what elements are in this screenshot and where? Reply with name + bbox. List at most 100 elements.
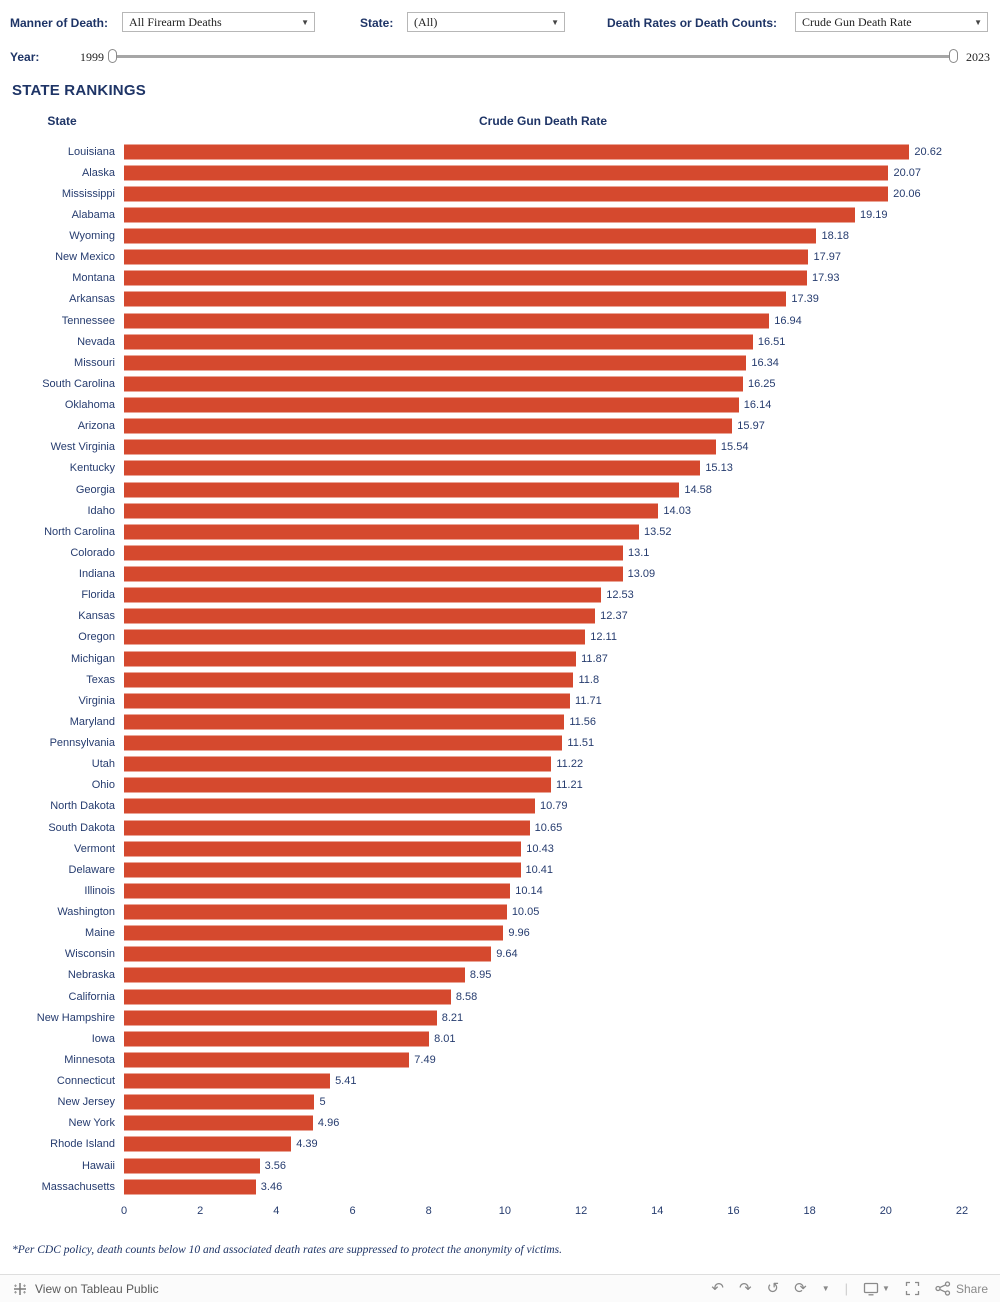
redo-icon[interactable]: ↷ [739,1280,752,1297]
bar-track: 16.14 [124,395,962,416]
year-max-label: 2023 [966,50,990,64]
bar-row: Georgia 14.58 [0,479,1000,500]
bar[interactable] [124,524,639,540]
chevron-down-icon[interactable]: ▼ [821,1284,830,1293]
value-label: 13.52 [643,525,672,538]
value-label: 10.41 [525,863,554,876]
bar[interactable] [124,165,889,181]
bar-track: 20.06 [124,183,962,204]
year-range-slider[interactable] [108,48,958,64]
bar[interactable] [124,545,623,561]
bar-track: 12.53 [124,585,962,606]
value-label: 10.43 [526,842,554,855]
bar[interactable] [124,207,855,223]
state-label: Iowa [91,1032,115,1045]
bar[interactable] [124,186,889,202]
bar-track: 13.1 [124,542,962,563]
share-button[interactable]: Share [935,1281,988,1296]
bar[interactable] [124,249,809,265]
bar[interactable] [124,883,511,899]
bar[interactable] [124,587,602,603]
bar[interactable] [124,144,910,160]
share-icon [935,1281,951,1296]
bar[interactable] [124,376,743,392]
bar[interactable] [124,946,492,962]
bar[interactable] [124,334,753,350]
bar[interactable] [124,629,586,645]
bar-row: Texas 11.8 [0,669,1000,690]
bar[interactable] [124,228,817,244]
bar[interactable] [124,798,535,814]
bar-track: 9.64 [124,944,962,965]
bar[interactable] [124,693,571,709]
state-filter-label: State: [360,16,394,30]
bar[interactable] [124,820,530,836]
year-filter: Year: 1999 2023 [0,40,1000,68]
display-mode-control[interactable]: ▼ [863,1282,890,1296]
bar[interactable] [124,1136,292,1152]
bar-track: 11.56 [124,711,962,732]
value-label: 17.39 [791,293,819,306]
bar-row: Nebraska 8.95 [0,965,1000,986]
refresh-icon[interactable]: ⟳ [794,1280,807,1297]
state-label: Tennessee [61,314,115,327]
bar[interactable] [124,1052,410,1068]
bar[interactable] [124,291,787,307]
bar[interactable] [124,777,551,793]
fullscreen-icon[interactable] [905,1281,920,1296]
bar-track: 11.51 [124,733,962,754]
state-label: Virginia [78,694,116,707]
bar[interactable] [124,460,701,476]
bar[interactable] [124,503,659,519]
bar[interactable] [124,1031,430,1047]
slider-handle-right[interactable] [949,49,958,63]
state-filter-dropdown[interactable]: (All) ▼ [407,12,565,32]
value-label: 4.96 [317,1117,340,1130]
undo-icon[interactable]: ↶ [711,1280,724,1297]
bar-track: 11.8 [124,669,962,690]
bar-row: New Hampshire 8.21 [0,1007,1000,1028]
bar[interactable] [124,566,623,582]
bar[interactable] [124,418,733,434]
manner-of-death-dropdown[interactable]: All Firearm Deaths ▼ [122,12,315,32]
bar[interactable] [124,756,552,772]
measure-filter-dropdown[interactable]: Crude Gun Death Rate ▼ [795,12,988,32]
bar[interactable] [124,735,563,751]
bar[interactable] [124,967,465,983]
bar[interactable] [124,270,807,286]
bar[interactable] [124,608,596,624]
bar[interactable] [124,841,522,857]
bar[interactable] [124,989,451,1005]
bar-track: 14.58 [124,479,962,500]
bar[interactable] [124,1115,313,1131]
bar[interactable] [124,1094,315,1110]
state-label: Texas [86,673,115,686]
state-label: Illinois [84,884,115,897]
bar-row: North Dakota 10.79 [0,796,1000,817]
bar[interactable] [124,482,680,498]
bar[interactable] [124,355,747,371]
bar[interactable] [124,862,521,878]
bar[interactable] [124,397,739,413]
bar[interactable] [124,925,504,941]
bar-row: Iowa 8.01 [0,1028,1000,1049]
bar[interactable] [124,672,574,688]
bar[interactable] [124,651,577,667]
bar[interactable] [124,1158,260,1174]
bar-row: Louisiana 20.62 [0,141,1000,162]
state-label: Arkansas [69,293,115,306]
bar[interactable] [124,904,507,920]
bar[interactable] [124,714,565,730]
bar[interactable] [124,1010,437,1026]
slider-handle-left[interactable] [108,49,117,63]
bar[interactable] [124,313,770,329]
slider-track[interactable] [108,55,958,58]
bar[interactable] [124,1073,331,1089]
x-tick-label: 8 [425,1205,432,1217]
bar[interactable] [124,439,716,455]
state-label: West Virginia [50,441,115,454]
state-label: New Hampshire [36,1011,115,1024]
revert-icon[interactable]: ↺ [766,1280,780,1297]
bar[interactable] [124,1179,256,1195]
view-on-tableau-public[interactable]: View on Tableau Public [12,1281,159,1297]
